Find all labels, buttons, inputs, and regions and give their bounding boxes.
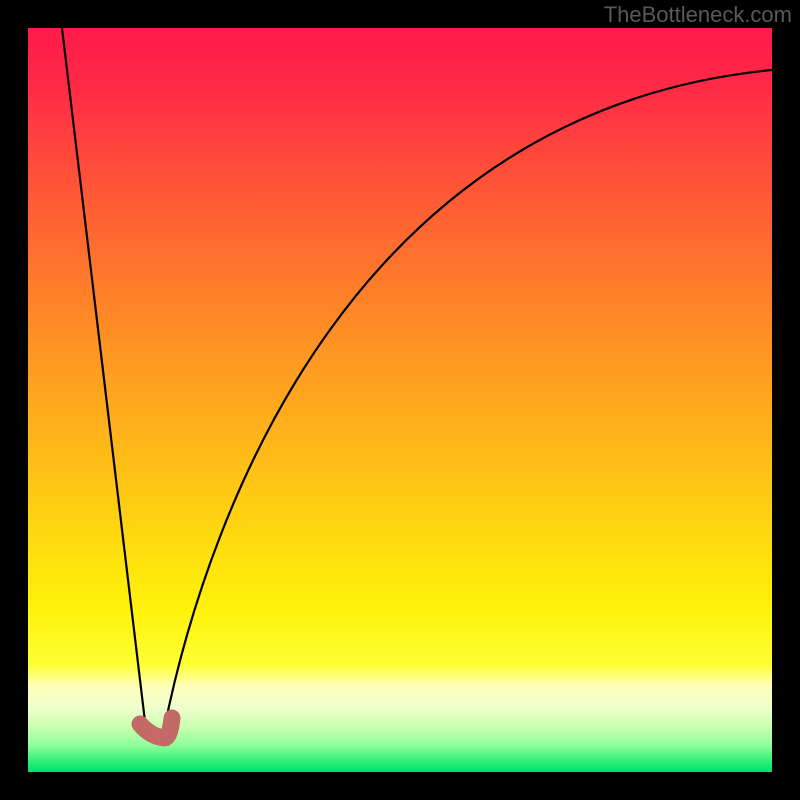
bottleneck-chart (0, 0, 800, 800)
chart-root: TheBottleneck.com (0, 0, 800, 800)
plot-background (28, 28, 772, 772)
watermark-text: TheBottleneck.com (604, 2, 792, 28)
